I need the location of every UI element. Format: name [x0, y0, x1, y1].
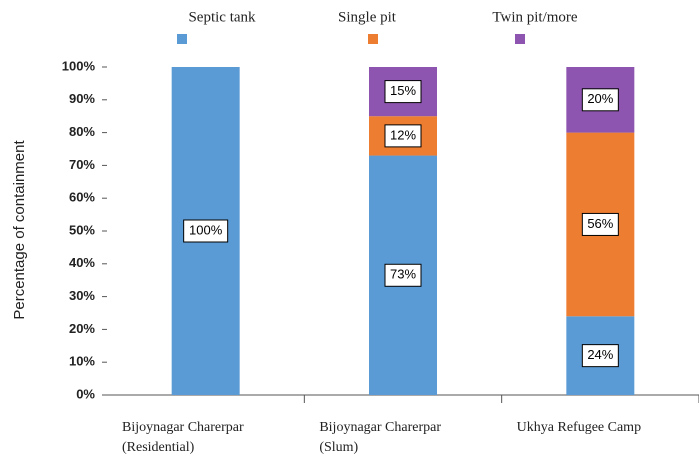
legend-label: Single pit — [338, 9, 397, 25]
legend-swatch — [368, 34, 378, 44]
y-tick-label: 90% — [69, 91, 95, 106]
x-tick-label: Ukhya Refugee Camp — [516, 420, 642, 435]
y-tick-label: 40% — [69, 255, 95, 270]
value-label: 15% — [390, 83, 416, 98]
value-label-box — [384, 124, 422, 148]
y-tick-label: 10% — [69, 354, 95, 369]
x-tick-label: Bijoynagar Charerpar (Residential) — [122, 420, 244, 455]
y-tick-label: 100% — [62, 58, 96, 73]
y-tick-label: 70% — [69, 157, 95, 172]
value-label-box — [384, 263, 422, 287]
value-label-box — [183, 219, 229, 243]
y-tick-label: 80% — [69, 124, 95, 139]
legend-swatch — [177, 34, 187, 44]
legend-swatch — [515, 34, 525, 44]
legend-label: Septic tank — [188, 9, 256, 25]
y-tick-label: 60% — [69, 190, 95, 205]
value-label: 24% — [587, 347, 613, 362]
x-tick-label: Bijoynagar Charerpar (Slum) — [319, 420, 442, 455]
y-tick-label: 0% — [76, 386, 95, 401]
value-label: 12% — [390, 127, 416, 142]
value-label-box — [581, 88, 619, 112]
value-label-box — [384, 80, 422, 104]
legend-label: Twin pit/more — [492, 9, 578, 25]
y-axis-label: Percentage of containment — [11, 140, 28, 320]
value-label: 20% — [587, 91, 613, 106]
y-tick-label: 30% — [69, 288, 95, 303]
value-label-box — [581, 212, 619, 236]
y-tick-label: 50% — [69, 222, 95, 237]
y-tick-label: 20% — [69, 321, 95, 336]
value-label: 100% — [189, 222, 223, 237]
value-label: 73% — [390, 267, 416, 282]
value-label: 56% — [587, 216, 613, 231]
value-label-box — [581, 344, 619, 368]
